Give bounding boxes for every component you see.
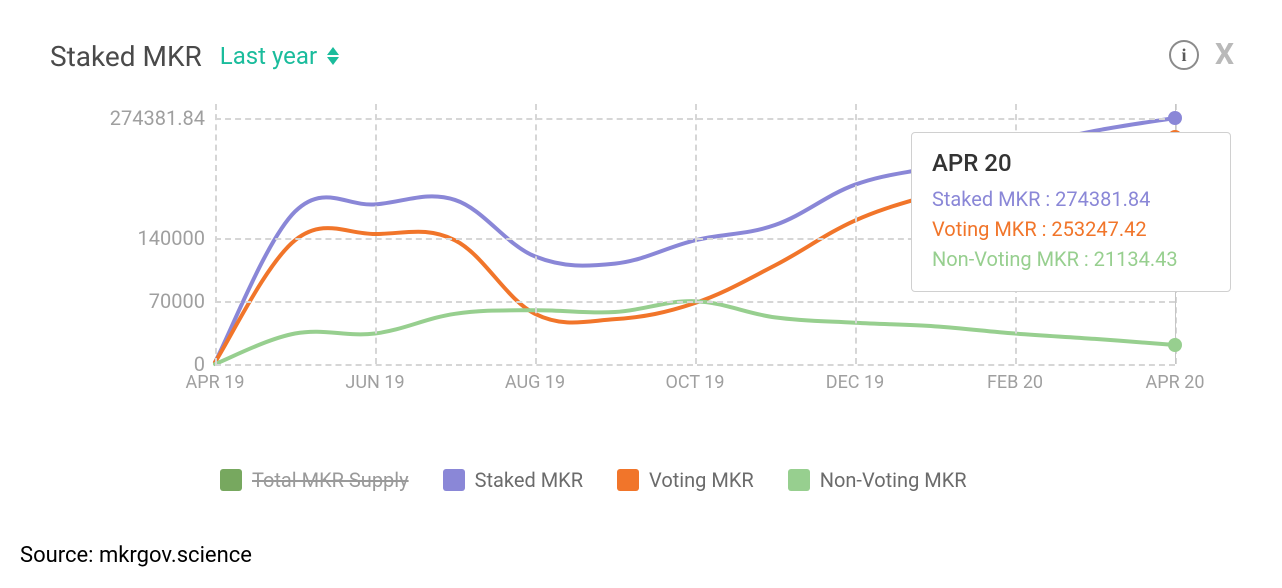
chart-area: 070000140000274381.84 APR 20Staked MKR :… xyxy=(95,94,1185,414)
gridline-vertical xyxy=(695,104,697,364)
x-tick-label: DEC 19 xyxy=(826,372,884,393)
gridline-vertical xyxy=(535,104,537,364)
period-label: Last year xyxy=(220,42,317,70)
x-tick-label: APR 19 xyxy=(186,372,245,393)
x-tick-label: JUN 19 xyxy=(345,372,404,393)
legend-label: Non-Voting MKR xyxy=(820,468,967,492)
tooltip-row: Voting MKR : 253247.42 xyxy=(932,217,1210,241)
tooltip-row: Non-Voting MKR : 21134.43 xyxy=(932,247,1210,271)
tooltip-title: APR 20 xyxy=(932,149,1210,177)
x-tick-label: APR 20 xyxy=(1146,372,1205,393)
gridline-vertical xyxy=(215,104,217,364)
legend-item-staked[interactable]: Staked MKR xyxy=(443,468,583,492)
legend-swatch xyxy=(788,469,810,491)
chart-title: Staked MKR xyxy=(50,40,202,73)
legend-item-total[interactable]: Total MKR Supply xyxy=(220,468,409,492)
legend-label: Total MKR Supply xyxy=(252,468,409,492)
source-attribution: Source: mkrgov.science xyxy=(20,543,252,568)
x-tick-label: AUG 19 xyxy=(505,372,565,393)
gridline-vertical xyxy=(855,104,857,364)
legend-item-nonvoting[interactable]: Non-Voting MKR xyxy=(788,468,967,492)
tooltip-marker-nonvoting xyxy=(1168,338,1182,352)
close-icon[interactable]: X xyxy=(1215,40,1234,70)
x-tick-label: OCT 19 xyxy=(666,372,725,393)
x-axis: APR 19JUN 19AUG 19OCT 19DEC 19FEB 20APR … xyxy=(215,372,1175,400)
period-selector[interactable]: Last year xyxy=(220,42,339,70)
tooltip-marker-staked xyxy=(1168,111,1182,125)
legend-item-voting[interactable]: Voting MKR xyxy=(617,468,754,492)
gridline-horizontal xyxy=(215,364,1175,366)
legend-label: Staked MKR xyxy=(475,468,583,492)
legend-swatch xyxy=(617,469,639,491)
gridline-vertical xyxy=(375,104,377,364)
legend-label: Voting MKR xyxy=(649,468,754,492)
y-tick-label: 70000 xyxy=(149,289,205,313)
legend-swatch xyxy=(220,469,242,491)
y-tick-label: 140000 xyxy=(138,226,205,250)
x-tick-label: FEB 20 xyxy=(987,372,1043,393)
plot-area[interactable]: APR 20Staked MKR : 274381.84Voting MKR :… xyxy=(215,104,1175,364)
y-tick-label: 274381.84 xyxy=(110,106,205,130)
tooltip-row: Staked MKR : 274381.84 xyxy=(932,187,1210,211)
card-header-actions: i X xyxy=(1169,40,1234,70)
y-axis: 070000140000274381.84 xyxy=(95,104,211,364)
legend-swatch xyxy=(443,469,465,491)
legend: Total MKR Supply Staked MKR Voting MKR Non-… xyxy=(220,468,1242,492)
chart-card: Staked MKR Last year i X 070000140000274… xyxy=(0,0,1282,588)
sort-indicator-icon xyxy=(327,47,339,65)
tooltip: APR 20 Staked MKR : 274381.84 Voting MKR :… xyxy=(911,132,1231,292)
info-icon[interactable]: i xyxy=(1169,40,1199,70)
card-header: Staked MKR Last year xyxy=(50,36,1242,76)
